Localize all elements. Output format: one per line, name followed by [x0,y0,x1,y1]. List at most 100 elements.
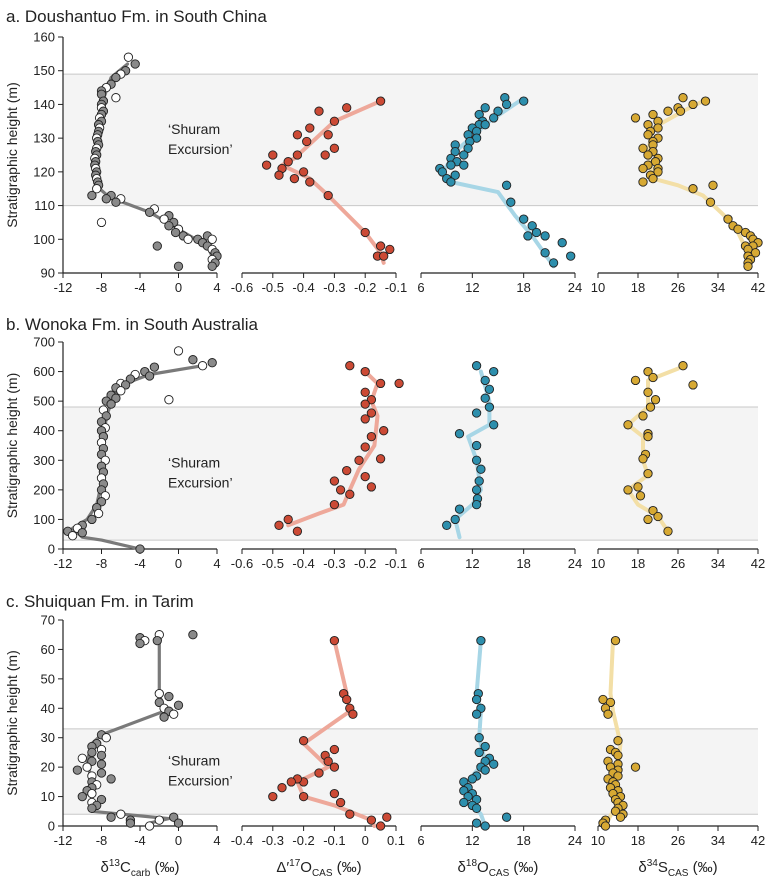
data-point [519,96,529,106]
data-point [130,59,140,69]
data-point [648,109,658,120]
data-point [474,733,484,743]
data-point [638,454,648,464]
x-axis-label-part: 17 [289,858,301,869]
data-point [116,809,126,819]
data-point [283,157,293,167]
data-point [476,635,486,646]
panel-1: -0.6 -0.5 -0.4 -0.3 -0.2 -0.1 [231,96,407,295]
data-point [323,130,333,140]
data-point [96,759,107,769]
x-tick-label: 0 [362,833,369,848]
x-tick-label: 0 [175,833,182,848]
data-point [484,402,495,412]
data-point [207,234,217,244]
data-point [630,762,641,772]
data-point [708,180,718,190]
panel-3: 10 18 26 34 42 [591,635,765,848]
x-axis-label: δ34SCAS (‰) [638,858,717,879]
y-axis-label: Stratigraphic height (m) [4,373,20,519]
data-point [476,464,486,474]
data-point [360,227,370,238]
data-point [329,116,340,126]
data-point [207,261,217,271]
data-point [643,514,653,525]
x-axis-label-part: CAS [489,868,510,879]
data-point [643,130,653,140]
y-tick-label: 100 [33,232,55,247]
x-axis-label-part: δ [638,859,646,876]
data-point [385,244,395,255]
data-point [144,207,155,217]
data-point [650,395,661,405]
data-point [474,476,484,486]
data-point [506,197,516,207]
x-tick-label: 0.1 [387,833,405,848]
data-point [382,812,392,822]
shuram-excursion-label: ‘Shuram [168,121,220,137]
data-point [197,361,208,371]
data-point [354,455,364,465]
y-tick-label: 50 [41,671,55,686]
data-point [123,52,134,62]
x-tick-label: 34 [711,280,725,295]
data-point [345,361,355,371]
y-tick-label: 0 [48,819,55,834]
data-point [96,217,107,228]
data-point [366,408,377,418]
panel-1: -0.6 -0.5 -0.4 -0.3 -0.2 -0.1 [231,361,407,571]
panel-0: -12 -8 -4 0 4 [54,630,221,848]
x-tick-label: -0.1 [323,833,345,848]
data-point [603,709,613,719]
x-tick-label: 12 [465,280,479,295]
data-point [106,399,116,409]
y-tick-label: 60 [41,642,55,657]
data-point [345,489,355,499]
y-tick-label: 700 [33,335,55,350]
data-point [678,361,688,371]
shuram-excursion-label: ‘Shuram [168,753,220,769]
x-tick-label: 6 [417,833,424,848]
panel-2: 6 12 18 24 [417,361,582,571]
x-tick-label: 18 [516,280,530,295]
data-point [635,491,646,501]
x-tick-label: 10 [591,556,605,571]
data-point [87,514,97,525]
data-point [379,251,389,261]
data-point [471,818,482,828]
data-point [375,454,386,464]
x-tick-label: 4 [213,833,220,848]
y-tick-label: 160 [33,30,55,45]
trend-line [646,99,750,269]
data-point [87,747,97,758]
data-point [688,184,698,194]
trend-line [286,369,380,528]
x-axis-label: δ18OCAS (‰) [458,858,539,879]
data-point [480,393,490,403]
x-axis-label: δ13Ccarb (‰) [101,858,180,879]
data-point [663,106,673,116]
data-point [480,120,490,130]
x-axis-label-part: carb [131,868,151,879]
data-point [471,455,482,465]
x-tick-label: -4 [134,833,146,848]
data-point [638,411,648,421]
data-point [302,136,312,147]
data-point [274,520,284,530]
data-point [379,426,389,436]
data-point [329,762,340,772]
y-tick-label: 200 [33,482,55,497]
data-point [207,358,217,368]
data-point [77,753,87,763]
data-point [450,146,460,157]
data-point [314,106,324,116]
x-tick-label: -4 [134,556,146,571]
data-point [298,736,309,746]
data-point [663,526,673,536]
x-axis-label-part: (‰) [150,859,179,876]
data-point [471,803,482,813]
x-tick-label: 4 [213,556,220,571]
data-point [169,812,179,822]
data-point [467,774,477,784]
